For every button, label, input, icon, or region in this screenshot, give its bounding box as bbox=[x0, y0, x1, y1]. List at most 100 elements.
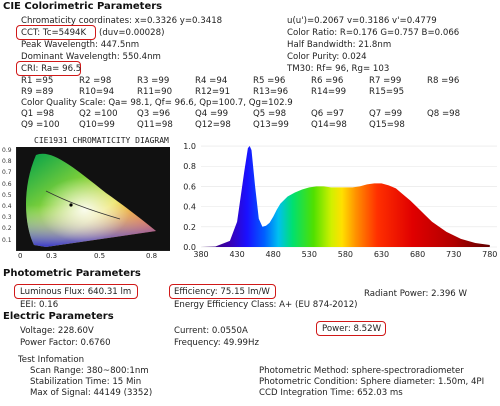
chromaticity-uv: u(u')=0.2067 v=0.3186 v'=0.4779 bbox=[287, 16, 437, 26]
chart-y-ticks: 0.0 0.2 0.4 0.6 0.8 1.0 bbox=[183, 142, 196, 252]
chromaticity-xy: Chromaticity coordinates: x=0.3326 y=0.3… bbox=[21, 16, 223, 26]
voltage: Voltage: 228.60V bbox=[20, 326, 94, 336]
scan-range: Scan Range: 380~800:1nm bbox=[30, 366, 149, 376]
q-value: Q8 =98 bbox=[427, 109, 461, 119]
frequency: Frequency: 49.99Hz bbox=[174, 338, 259, 348]
q-value: Q11=98 bbox=[137, 120, 173, 130]
photometric-condition: Photometric Condition: Sphere diameter: … bbox=[259, 377, 485, 387]
q-value: Q14=98 bbox=[311, 120, 347, 130]
cie-section-title: CIE Colorimetric Parameters bbox=[3, 1, 163, 12]
photometric-section-title: Photometric Parameters bbox=[3, 268, 141, 279]
chart-y-tick-label: 0.6 bbox=[183, 182, 196, 191]
planckian-locus bbox=[45, 190, 121, 220]
cie-y-tick: 0.3 bbox=[2, 214, 12, 222]
electric-section-title: Electric Parameters bbox=[3, 311, 114, 322]
r-value: R10=94 bbox=[79, 87, 115, 97]
cie-y-tick: 0.4 bbox=[2, 203, 12, 211]
cie-y-ticks: 0.9 0.8 0.7 0.6 0.5 0.4 0.3 0.2 0.1 bbox=[2, 145, 12, 246]
cie-diagram-panel: CIE1931 CHROMATICITY DIAGRAM bbox=[0, 131, 172, 265]
tm30-value: TM30: Rf= 96, Rg= 103 bbox=[287, 64, 390, 74]
q-value: Q10=99 bbox=[79, 120, 115, 130]
duv-value: (duv=0.00028) bbox=[99, 28, 165, 38]
color-ratio: Color Ratio: R=0.176 G=0.757 B=0.066 bbox=[287, 28, 460, 38]
power-factor: Power Factor: 0.6760 bbox=[20, 338, 111, 348]
r-value: R2 =98 bbox=[79, 76, 112, 86]
chart-y-tick-label: 0.2 bbox=[183, 223, 196, 232]
eei: EEI: 0.16 bbox=[20, 300, 59, 310]
r-value: R11=90 bbox=[137, 87, 173, 97]
cie-y-tick: 0.7 bbox=[2, 169, 12, 177]
cie-y-tick: 0.5 bbox=[2, 191, 12, 199]
dominant-wavelength: Dominant Wavelength: 550.4nm bbox=[21, 52, 161, 62]
cie-y-tick: 0.2 bbox=[2, 225, 12, 233]
chart-x-tick-label: 680 bbox=[410, 250, 425, 259]
chart-y-tick-label: 1.0 bbox=[183, 142, 196, 151]
cie-x-tick: 0.3 bbox=[46, 252, 58, 260]
chart-x-tick-label: 580 bbox=[338, 250, 353, 259]
chart-x-tick-label: 430 bbox=[229, 250, 244, 259]
color-purity: Color Purity: 0.024 bbox=[287, 52, 367, 62]
chart-x-tick-label: 480 bbox=[266, 250, 281, 259]
chart-x-tick-label: 630 bbox=[374, 250, 389, 259]
q-value: Q6 =97 bbox=[311, 109, 345, 119]
q-value: Q12=98 bbox=[195, 120, 231, 130]
q-value: Q7 =99 bbox=[369, 109, 403, 119]
cri-value: CRI: Ra= 96.5 bbox=[21, 64, 82, 74]
r-value: R14=99 bbox=[311, 87, 347, 97]
half-bandwidth: Half Bandwidth: 21.8nm bbox=[287, 40, 392, 50]
q-value: Q9 =100 bbox=[21, 120, 60, 130]
power: Power: 8.52W bbox=[322, 324, 382, 334]
energy-class: Energy Efficiency Class: A+ (EU 874-2012… bbox=[174, 300, 358, 310]
efficiency: Efficiency: 75.15 lm/W bbox=[174, 287, 270, 297]
r-value: R4 =94 bbox=[195, 76, 228, 86]
measured-point bbox=[69, 203, 73, 207]
r-value: R6 =96 bbox=[311, 76, 344, 86]
spectrum-curve bbox=[201, 146, 490, 247]
current: Current: 0.0550A bbox=[174, 326, 248, 336]
spectrum-chart: 0.0 0.2 0.4 0.6 0.8 1.0 380 430 480 530 580 630 680… bbox=[183, 142, 497, 259]
r-value: R9 =89 bbox=[21, 87, 54, 97]
cie-y-tick: 0.1 bbox=[2, 236, 12, 244]
cie-y-tick: 0.8 bbox=[2, 158, 12, 166]
cie-diagram-title: CIE1931 CHROMATICITY DIAGRAM bbox=[34, 136, 169, 145]
r-value: R1 =95 bbox=[21, 76, 54, 86]
chart-y-tick-label: 0.0 bbox=[183, 243, 196, 252]
r-value: R15=95 bbox=[369, 87, 405, 97]
r-value: R5 =96 bbox=[253, 76, 286, 86]
chart-y-tick-label: 0.8 bbox=[183, 162, 196, 171]
chart-x-ticks: 380 430 480 530 580 630 680 730 780 bbox=[193, 250, 497, 259]
r-value: R7 =99 bbox=[369, 76, 402, 86]
cct-highlight bbox=[16, 25, 96, 40]
chart-x-tick-label: 730 bbox=[446, 250, 461, 259]
q-value: Q4 =99 bbox=[195, 109, 229, 119]
cie-x-tick: 0.5 bbox=[94, 252, 106, 260]
cri-highlight bbox=[16, 61, 81, 76]
photometric-method: Photometric Method: sphere-spectroradiom… bbox=[259, 366, 464, 376]
q-value: Q1 =98 bbox=[21, 109, 55, 119]
cie-y-tick: 0.6 bbox=[2, 180, 12, 188]
r-value: R12=91 bbox=[195, 87, 231, 97]
r-value: R3 =99 bbox=[137, 76, 170, 86]
cct-value: CCT: Tc=5494K bbox=[21, 28, 87, 38]
chart-x-tick-label: 530 bbox=[302, 250, 317, 259]
ccd-integration-time: CCD Integration Time: 652.03 ms bbox=[259, 388, 403, 398]
max-signal: Max of Signal: 44149 (3352) bbox=[30, 388, 153, 398]
r-value: R13=96 bbox=[253, 87, 289, 97]
spectrum-panel: 0.0 0.2 0.4 0.6 0.8 1.0 380 430 480 530 580 630 680… bbox=[172, 131, 500, 265]
cie-y-tick: 0.9 bbox=[2, 147, 12, 154]
r-value: R8 =96 bbox=[427, 76, 460, 86]
cie-x-tick: 0 bbox=[18, 252, 23, 260]
cie-diagram bbox=[16, 147, 170, 251]
q-value: Q13=99 bbox=[253, 120, 289, 130]
q-value: Q3 =96 bbox=[137, 109, 171, 119]
chart-y-tick-label: 0.4 bbox=[183, 203, 196, 212]
efficiency-highlight bbox=[169, 284, 276, 299]
white-region bbox=[26, 153, 156, 247]
power-highlight bbox=[316, 321, 386, 336]
flux-highlight bbox=[14, 284, 138, 299]
luminous-flux: Luminous Flux: 640.31 lm bbox=[20, 287, 132, 297]
stabilization-time: Stabilization Time: 15 Min bbox=[30, 377, 142, 387]
test-info-title: Test Infomation bbox=[18, 355, 85, 365]
color-quality-scale: Color Quality Scale: Qa= 98.1, Qf= 96.6,… bbox=[21, 98, 293, 108]
q-value: Q2 =100 bbox=[79, 109, 118, 119]
